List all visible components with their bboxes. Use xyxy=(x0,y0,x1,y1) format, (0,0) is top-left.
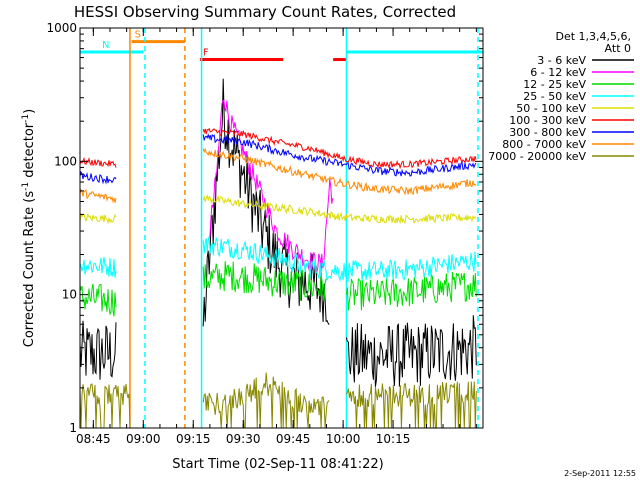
legend-label-12-25-kev: 12 - 25 keV xyxy=(523,78,586,91)
legend-label-7000-20000-kev: 7000 - 20000 keV xyxy=(488,150,586,163)
y-axis-label: Corrected Count Rate (s-1 detector-1) xyxy=(21,109,37,347)
series-line-7000-20000-kev xyxy=(79,372,477,429)
legend-label-50-100-kev: 50 - 100 keV xyxy=(516,102,586,115)
series-line-50-100-kev xyxy=(79,194,477,225)
mode-label-s: S xyxy=(135,30,141,41)
series-line-800-7000-kev xyxy=(79,147,477,204)
series-line-100-300-kev xyxy=(79,127,477,170)
series-line-12-25-kev xyxy=(79,261,477,317)
mode-label-n: N xyxy=(102,40,109,51)
legend-label-100-300-kev: 100 - 300 keV xyxy=(509,114,586,127)
x-tick-label: 09:15 xyxy=(176,432,211,446)
x-tick-label: 09:30 xyxy=(226,432,261,446)
y-tick-label: 10 xyxy=(62,288,77,302)
series-line-6-12-kev xyxy=(209,99,334,274)
x-axis-label: Start Time (02-Sep-11 08:41:22) xyxy=(172,457,383,472)
x-tick-label: 10:15 xyxy=(376,432,411,446)
legend-label-3-6-kev: 3 - 6 keV xyxy=(537,54,586,67)
mode-label-f: F xyxy=(203,48,209,59)
mode-indicators: S N F xyxy=(80,30,483,62)
legend-label-25-50-kev: 25 - 50 keV xyxy=(523,90,586,103)
legend-label-6-12-kev: 6 - 12 keV xyxy=(530,66,586,79)
series-line-25-50-kev xyxy=(79,236,477,283)
x-tick-label: 09:45 xyxy=(276,432,311,446)
series-lines xyxy=(79,78,477,429)
chart-title: HESSI Observing Summary Count Rates, Cor… xyxy=(74,3,456,21)
y-tick-label: 100 xyxy=(54,154,77,168)
x-tick-label: 10:00 xyxy=(326,432,361,446)
x-tick-label: 09:00 xyxy=(126,432,161,446)
axis-ticks: 08:45 09:00 09:15 09:30 09:45 10:00 10:15 1 10 10… xyxy=(46,21,483,446)
attenuator-lines xyxy=(129,28,479,428)
series-line-300-800-kev xyxy=(79,133,477,185)
x-tick-label: 08:45 xyxy=(76,432,111,446)
y-tick-label: 1000 xyxy=(46,21,77,35)
y-tick-label: 1 xyxy=(69,421,77,435)
series-line-3-6-kev xyxy=(79,78,477,387)
plot-frame xyxy=(79,27,484,429)
legend-label-300-800-kev: 300 - 800 keV xyxy=(509,126,586,139)
legend-header-attenuator: Att 0 xyxy=(605,42,631,55)
legend-header-detectors: Det 1,3,4,5,6, xyxy=(555,30,631,43)
legend-label-800-7000-kev: 800 - 7000 keV xyxy=(502,138,586,151)
timestamp-footer: 2-Sep-2011 12:55 xyxy=(564,469,636,478)
